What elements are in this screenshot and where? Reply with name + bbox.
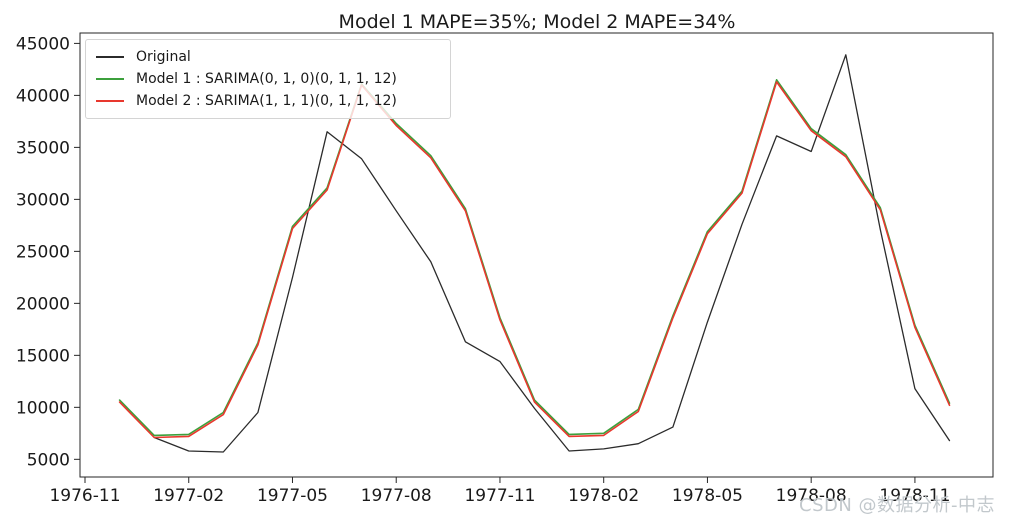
- y-axis-tick-label: 20000: [16, 294, 70, 314]
- legend-item-model2: Model 2 : SARIMA(1, 1, 1)(0, 1, 1, 12): [96, 90, 440, 112]
- y-axis-tick-label: 30000: [16, 190, 70, 210]
- legend-item-model1: Model 1 : SARIMA(0, 1, 0)(0, 1, 1, 12): [96, 68, 440, 90]
- x-axis-tick-label: 1978-02: [568, 486, 639, 506]
- model2-line-swatch: [96, 100, 124, 102]
- y-axis-tick-label: 10000: [16, 398, 70, 418]
- y-axis-tick-label: 25000: [16, 242, 70, 262]
- watermark: CSDN @数据分析-中志: [799, 495, 996, 516]
- y-axis-tick-label: 40000: [16, 86, 70, 106]
- legend-item-label: Model 1 : SARIMA(0, 1, 0)(0, 1, 1, 12): [136, 71, 397, 87]
- legend-item-label: Original: [136, 49, 191, 65]
- x-axis-tick-label: 1978-11: [879, 486, 950, 506]
- model2-series-line: [118, 81, 951, 439]
- y-axis-tick-label: 45000: [16, 34, 70, 54]
- x-axis-tick-label: 1977-08: [361, 486, 432, 506]
- legend-item-original: Original: [96, 46, 440, 68]
- x-axis-tick-label: 1976-11: [49, 486, 120, 506]
- x-axis-tick-label: 1977-02: [153, 486, 224, 506]
- model1-line-swatch: [96, 78, 124, 80]
- x-axis-tick-label: 1977-11: [464, 486, 535, 506]
- original-line-swatch: [96, 56, 124, 58]
- x-axis-tick-label: 1977-05: [257, 486, 328, 506]
- legend-item-label: Model 2 : SARIMA(1, 1, 1)(0, 1, 1, 12): [136, 93, 397, 109]
- model1-series-line: [118, 79, 951, 437]
- x-axis-tick-label: 1978-05: [672, 486, 743, 506]
- axes-frame: [79, 32, 994, 478]
- y-axis-tick-label: 5000: [27, 450, 70, 470]
- chart-title: Model 1 MAPE=35%; Model 2 MAPE=34%: [338, 11, 736, 33]
- y-axis-tick-label: 35000: [16, 138, 70, 158]
- legend: Original Model 1 : SARIMA(0, 1, 0)(0, 1,…: [85, 39, 451, 119]
- y-axis-tick-label: 15000: [16, 346, 70, 366]
- x-axis-tick-label: 1978-08: [776, 486, 847, 506]
